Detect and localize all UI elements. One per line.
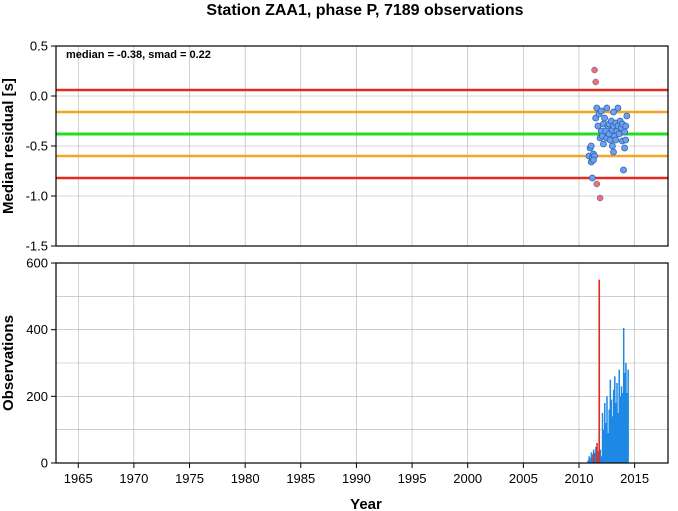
residual-point	[601, 114, 608, 122]
residual-point	[612, 136, 620, 144]
observations-x-ticks: 1965 1970 1975 1980 1985 1990 1995 2000 2005 2010…	[64, 463, 649, 486]
observation-bar	[599, 449, 602, 463]
observations-y-tick-label: 0	[41, 456, 48, 471]
x-tick-label: 2005	[509, 471, 538, 486]
x-tick-label: 2015	[620, 471, 649, 486]
observation-bar	[602, 429, 605, 463]
observation-bar	[615, 403, 617, 463]
residual-point	[614, 104, 622, 112]
residual-point	[621, 144, 629, 152]
residual-y-tick-label: 0.5	[30, 39, 48, 54]
residual-y-ticks: 0.5 0.0 -0.5 -1.0 -1.5	[26, 39, 56, 254]
observation-bar	[621, 393, 624, 463]
residual-y-tick-label: -0.5	[26, 139, 48, 154]
observation-bar	[625, 363, 627, 463]
x-tick-label: 1980	[231, 471, 260, 486]
observation-bar	[601, 413, 604, 463]
outlier-point	[592, 78, 599, 86]
x-tick-label: 1995	[398, 471, 427, 486]
observation-bar	[606, 396, 608, 463]
observations-y-tick-label: 200	[26, 389, 48, 404]
observation-bar	[590, 452, 593, 463]
x-tick-label: 1990	[342, 471, 371, 486]
x-tick-label: 1965	[64, 471, 93, 486]
observation-bar	[620, 386, 623, 463]
outlier-point	[593, 180, 601, 188]
observation-bar	[612, 389, 615, 463]
observation-bar	[614, 376, 616, 463]
residual-y-axis-label: Median residual [s]	[0, 78, 17, 214]
residual-point	[587, 142, 595, 150]
residual-point	[603, 104, 611, 112]
x-tick-label: 1975	[175, 471, 204, 486]
residual-point	[590, 156, 597, 164]
observation-bar	[610, 399, 613, 463]
observation-bar	[594, 453, 596, 463]
observation-bar	[589, 458, 592, 463]
x-axis-label: Year	[350, 496, 382, 511]
outlier-point	[596, 194, 604, 202]
residual-point	[620, 166, 627, 174]
x-tick-label: 1970	[119, 471, 148, 486]
chart-title: Station ZAA1, phase P, 7189 observations	[206, 2, 523, 19]
x-tick-label: 2000	[453, 471, 482, 486]
residual-point	[610, 108, 617, 116]
observation-bar	[609, 379, 612, 463]
residual-point	[588, 174, 596, 182]
observations-y-tick-label: 400	[26, 322, 48, 337]
observation-bar	[622, 328, 625, 463]
observation-bar	[626, 393, 628, 463]
observations-y-ticks: 600 400 200 0	[26, 256, 56, 471]
x-tick-label: 1985	[286, 471, 315, 486]
residual-point	[622, 136, 630, 144]
residual-point	[600, 140, 607, 148]
median-smad-annotation: median = -0.38, smad = 0.22	[66, 49, 211, 61]
observations-y-tick-label: 600	[26, 256, 48, 271]
observation-bar-highlight	[596, 443, 598, 463]
observation-bar	[600, 456, 603, 463]
observation-bar	[587, 460, 589, 463]
observations-y-axis-label: Observations	[0, 315, 17, 411]
observation-bar	[619, 396, 622, 463]
residual-points	[585, 66, 631, 202]
residual-y-tick-label: -1.5	[26, 239, 48, 254]
residual-point	[622, 122, 630, 130]
outlier-point	[591, 66, 598, 74]
residual-point	[621, 128, 629, 136]
observation-bar	[627, 369, 629, 463]
observation-bar	[597, 451, 599, 463]
residual-point	[608, 142, 616, 150]
residual-point	[610, 148, 617, 156]
residual-y-tick-label: 0.0	[30, 89, 48, 104]
residual-panel: 0.5 0.0 -0.5 -1.0 -1.5 median = -0.38, smad …	[0, 39, 669, 254]
observation-bar	[616, 383, 618, 463]
observation-bar	[595, 447, 597, 463]
residual-reference-lines	[56, 88, 668, 180]
residual-point	[615, 130, 623, 138]
observation-bar	[608, 409, 610, 463]
observation-bar	[618, 369, 620, 463]
observation-bar	[588, 456, 590, 463]
observation-bar-highlight	[592, 453, 595, 463]
observation-bar	[604, 403, 606, 463]
observation-bar	[624, 373, 626, 463]
residual-point	[597, 107, 605, 115]
residual-y-tick-label: -1.0	[26, 189, 48, 204]
observations-plot-border	[55, 262, 669, 464]
observations-bars	[587, 279, 629, 463]
observation-bar	[607, 433, 609, 463]
observation-bar	[605, 423, 607, 463]
residual-point	[623, 112, 631, 120]
observation-bar	[611, 416, 614, 463]
observation-bar	[617, 413, 619, 463]
observation-bar	[591, 454, 594, 463]
observation-bar-highlight	[598, 279, 601, 463]
x-tick-label: 2010	[565, 471, 594, 486]
